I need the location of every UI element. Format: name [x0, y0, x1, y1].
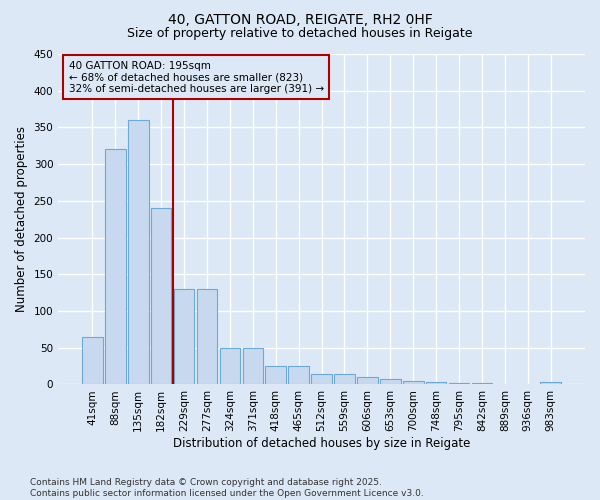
Text: Size of property relative to detached houses in Reigate: Size of property relative to detached ho…	[127, 28, 473, 40]
Text: 40 GATTON ROAD: 195sqm
← 68% of detached houses are smaller (823)
32% of semi-de: 40 GATTON ROAD: 195sqm ← 68% of detached…	[69, 60, 324, 94]
Bar	[197, 289, 217, 384]
Bar	[380, 378, 401, 384]
Bar	[449, 383, 469, 384]
Bar	[403, 381, 424, 384]
Bar	[242, 348, 263, 385]
X-axis label: Distribution of detached houses by size in Reigate: Distribution of detached houses by size …	[173, 437, 470, 450]
Bar	[105, 150, 125, 384]
Bar	[174, 289, 194, 384]
Bar	[311, 374, 332, 384]
Text: 40, GATTON ROAD, REIGATE, RH2 0HF: 40, GATTON ROAD, REIGATE, RH2 0HF	[167, 12, 433, 26]
Y-axis label: Number of detached properties: Number of detached properties	[15, 126, 28, 312]
Bar	[151, 208, 172, 384]
Bar	[82, 336, 103, 384]
Bar	[472, 383, 493, 384]
Bar	[220, 348, 240, 385]
Bar	[357, 377, 378, 384]
Bar	[334, 374, 355, 384]
Bar	[541, 382, 561, 384]
Bar	[128, 120, 149, 384]
Text: Contains HM Land Registry data © Crown copyright and database right 2025.
Contai: Contains HM Land Registry data © Crown c…	[30, 478, 424, 498]
Bar	[289, 366, 309, 384]
Bar	[265, 366, 286, 384]
Bar	[426, 382, 446, 384]
